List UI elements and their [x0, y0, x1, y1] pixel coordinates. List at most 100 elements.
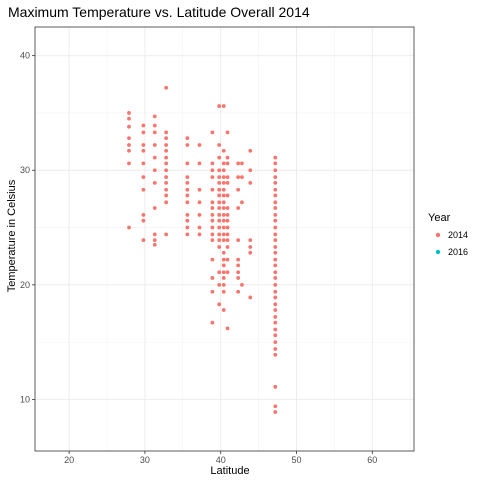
data-point-2014: [273, 180, 278, 185]
x-tick-label: 60: [367, 455, 377, 465]
data-point-2014: [185, 225, 190, 230]
major-gridlines: [35, 27, 414, 451]
data-point-2014: [185, 136, 190, 141]
data-point-2014: [248, 295, 253, 300]
data-point-2014: [248, 180, 253, 185]
data-point-2014: [273, 308, 278, 312]
legend-item-2014: 2014: [435, 230, 468, 240]
data-point-2014: [152, 206, 157, 210]
y-tick-label: 40: [20, 51, 30, 61]
data-point-2014: [185, 213, 190, 217]
data-point-2014: [273, 315, 278, 319]
data-point-2014: [152, 242, 157, 247]
data-point-2014: [273, 175, 278, 180]
data-point-2014: [141, 130, 146, 135]
data-point-2014: [210, 238, 215, 243]
data-point-2014: [152, 114, 157, 119]
data-point-2014: [152, 143, 157, 147]
data-point-2014: [164, 232, 169, 237]
data-point-2014: [217, 213, 222, 217]
data-point-2014: [273, 270, 278, 275]
y-tick-label: 10: [20, 394, 30, 404]
data-point-2014: [127, 111, 131, 115]
data-point-2014: [273, 384, 278, 389]
data-point-2014: [236, 276, 241, 280]
data-point-2014: [217, 238, 222, 243]
data-point-2014: [185, 161, 190, 166]
data-point-2014: [217, 104, 222, 108]
legend-label-2016: 2016: [448, 247, 468, 257]
data-point-2014: [236, 270, 241, 275]
data-point-2014: [197, 187, 202, 192]
data-point-2014: [221, 148, 226, 153]
data-point-2014: [152, 238, 157, 243]
data-point-2014: [164, 200, 169, 205]
data-point-2014: [152, 180, 157, 185]
data-point-2014: [221, 193, 226, 198]
data-point-2014: [248, 250, 253, 255]
data-point-2014: [217, 270, 222, 275]
data-point-2014: [221, 257, 226, 262]
data-point-2014: [141, 148, 146, 153]
data-point-2014: [217, 180, 222, 185]
data-point-2014: [164, 148, 169, 153]
data-point-2014: [141, 175, 146, 180]
data-point-2014: [217, 225, 222, 230]
y-tick-label: 30: [20, 165, 30, 175]
data-point-2014: [210, 168, 215, 173]
data-point-2014: [127, 148, 131, 153]
data-point-2014: [221, 308, 226, 312]
data-point-2014: [221, 238, 226, 243]
data-point-2014: [217, 232, 222, 237]
data-point-2014: [273, 333, 278, 338]
data-point-2014: [221, 218, 226, 223]
data-point-2014: [197, 232, 202, 237]
plot-panel-border: [34, 26, 415, 452]
data-point-2014: [127, 136, 131, 141]
data-point-2014: [273, 327, 278, 332]
data-point-2014: [273, 168, 278, 173]
x-axis-title: Latitude: [210, 465, 249, 477]
data-point-2014: [225, 213, 230, 217]
data-point-2014: [164, 143, 169, 147]
data-point-2014: [273, 282, 278, 287]
y-axis-ticks: 10 20 30 40: [20, 51, 35, 404]
data-point-2014: [152, 130, 157, 135]
data-point-2014: [185, 187, 190, 192]
data-point-2014: [210, 225, 215, 230]
data-point-2014: [221, 200, 226, 205]
data-point-2014: [217, 200, 222, 205]
data-point-2014: [236, 289, 241, 294]
data-point-2014: [221, 263, 226, 268]
data-point-2014: [185, 232, 190, 237]
data-point-2014: [248, 245, 253, 249]
data-point-2014: [185, 200, 190, 205]
data-point-2014: [240, 282, 244, 287]
data-point-2014: [217, 245, 222, 249]
data-point-2014: [210, 175, 215, 180]
data-point-2014: [273, 257, 278, 262]
data-point-2014: [197, 213, 202, 217]
data-point-2014: [217, 206, 222, 210]
data-point-2014: [221, 282, 226, 287]
data-point-2014: [164, 187, 169, 192]
data-point-2014: [210, 276, 215, 280]
legend-key-2014: [435, 232, 441, 238]
data-point-2014: [225, 257, 230, 262]
data-point-2014: [221, 232, 226, 237]
data-point-2014: [127, 124, 131, 129]
data-point-2014: [164, 161, 169, 166]
data-point-2014: [141, 238, 146, 243]
data-point-2014: [225, 161, 230, 166]
data-point-2014: [164, 155, 169, 160]
data-point-2014: [210, 161, 215, 166]
data-point-2014: [236, 175, 241, 180]
y-axis-title: Temperature in Celsius: [6, 179, 18, 292]
data-point-2014: [221, 225, 226, 230]
data-point-2014: [141, 218, 146, 223]
data-point-2014: [273, 347, 278, 351]
data-point-2014: [152, 168, 157, 173]
data-point-2014: [221, 180, 226, 185]
data-point-2014: [225, 232, 230, 237]
data-point-2014: [141, 187, 146, 192]
